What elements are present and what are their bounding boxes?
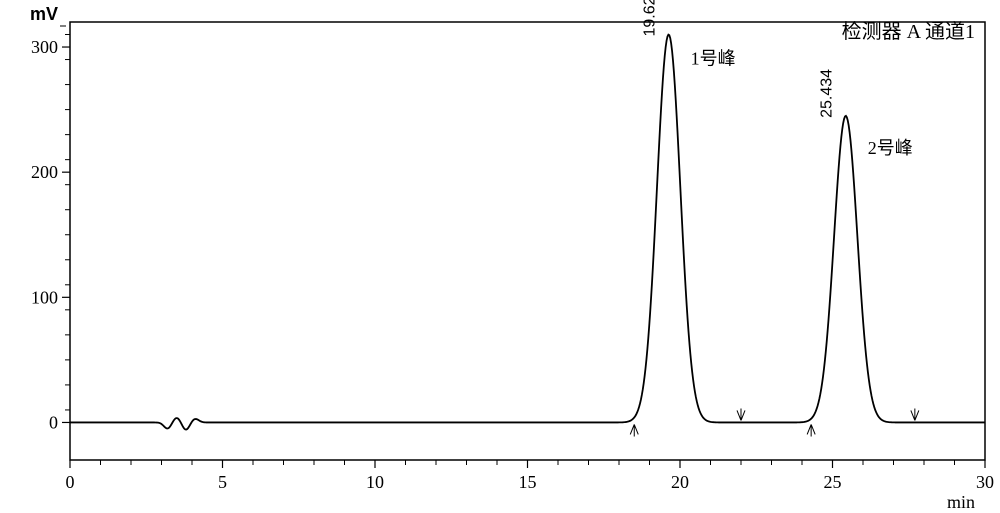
svg-text:300: 300 bbox=[31, 37, 58, 57]
integration-marker bbox=[737, 408, 745, 420]
svg-text:10: 10 bbox=[366, 472, 384, 492]
peak-rt-label: 25.434 bbox=[819, 69, 836, 118]
peak-name-label: 2号峰 bbox=[868, 138, 913, 158]
x-unit-label: min bbox=[947, 492, 975, 512]
svg-text:25: 25 bbox=[824, 472, 842, 492]
peak-rt-label: 19.628 bbox=[642, 0, 659, 37]
chromatogram-chart: 0510152025300100200300mVmin检测器 A 通道119.6… bbox=[0, 0, 1000, 513]
y-unit-label: mV bbox=[30, 4, 58, 24]
svg-text:5: 5 bbox=[218, 472, 227, 492]
peak-name-label: 1号峰 bbox=[691, 49, 736, 69]
integration-marker bbox=[807, 424, 815, 436]
svg-text:20: 20 bbox=[671, 472, 689, 492]
chart-svg: 0510152025300100200300mVmin检测器 A 通道119.6… bbox=[0, 0, 1000, 513]
svg-text:0: 0 bbox=[49, 412, 58, 432]
svg-text:15: 15 bbox=[519, 472, 537, 492]
integration-marker bbox=[911, 408, 919, 420]
svg-text:100: 100 bbox=[31, 287, 58, 307]
integration-marker bbox=[630, 424, 638, 436]
chart-title: 检测器 A 通道1 bbox=[842, 20, 975, 43]
svg-text:30: 30 bbox=[976, 472, 994, 492]
svg-text:200: 200 bbox=[31, 162, 58, 182]
chromatogram-trace bbox=[70, 35, 985, 430]
svg-text:0: 0 bbox=[66, 472, 75, 492]
